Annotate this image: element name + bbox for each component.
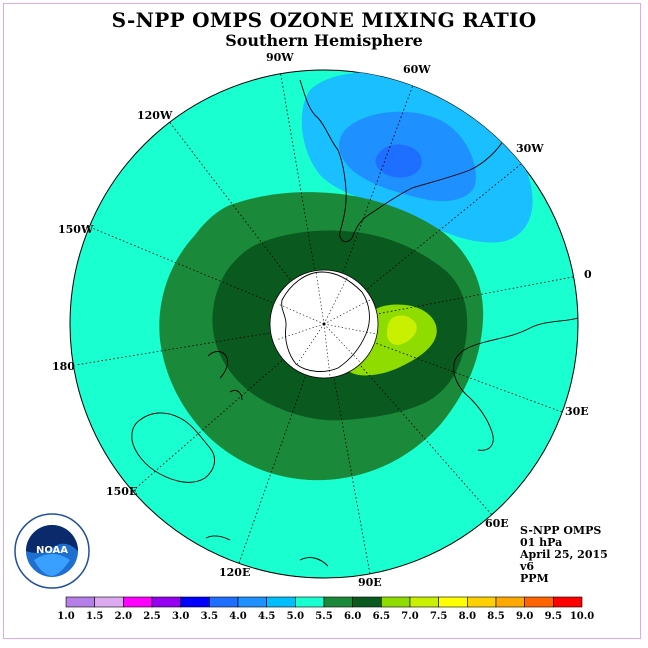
- scale-tick-label: 5.5: [315, 611, 332, 622]
- scale-tick-label: 7.5: [430, 611, 447, 622]
- scale-tick-label: 6.5: [373, 611, 390, 622]
- lon-label-180: 180: [52, 360, 75, 373]
- scale-tick-label: 4.5: [258, 611, 275, 622]
- scale-swatch: [123, 596, 153, 608]
- scale-swatch: [409, 596, 439, 608]
- scale-swatch: [323, 596, 353, 608]
- lon-label-60e: 60E: [485, 517, 509, 530]
- scale-swatch: [151, 596, 181, 608]
- lon-label-30w: 30W: [516, 142, 544, 155]
- lon-label-90e: 90E: [358, 576, 382, 589]
- scale-tick-label: 1.5: [86, 611, 103, 622]
- scale-swatch: [553, 596, 583, 608]
- lon-label-60w: 60W: [403, 63, 431, 76]
- scale-tick-label: 8.0: [459, 611, 476, 622]
- lon-label-120w: 120W: [137, 109, 173, 122]
- scale-tick-label: 8.5: [487, 611, 504, 622]
- scale-tick-label: 5.0: [287, 611, 304, 622]
- ozone-contour-6.5: [387, 315, 417, 345]
- scale-swatch: [180, 596, 210, 608]
- scale-swatch: [266, 596, 296, 608]
- map-title: S-NPP OMPS OZONE MIXING RATIO: [111, 8, 537, 32]
- lon-label-150w: 150W: [58, 223, 94, 236]
- info-date: April 25, 2015: [520, 548, 608, 561]
- scale-tick-label: 1.0: [57, 611, 74, 622]
- noaa-logo: NOAA: [14, 513, 90, 589]
- map-subtitle: Southern Hemisphere: [225, 31, 423, 50]
- scale-tick-label: 3.5: [201, 611, 218, 622]
- info-version: v6: [520, 560, 535, 573]
- scale-swatch: [209, 596, 239, 608]
- color-scale: 1.0 1.5 2.0 2.5 3.0 3.5 4.0 4.5 5.0 5.5 6.0 6.5 7.0 7…: [57, 596, 594, 622]
- noaa-logo-text: NOAA: [36, 545, 68, 556]
- scale-tick-label: 9.5: [545, 611, 562, 622]
- lon-label-120e: 120E: [219, 566, 250, 579]
- scale-tick-label: 4.0: [229, 611, 246, 622]
- scale-tick-label: 9.0: [516, 611, 533, 622]
- lon-label-0: 0: [584, 268, 592, 281]
- scale-swatch: [467, 596, 497, 608]
- scale-tick-label: 3.0: [172, 611, 189, 622]
- scale-swatch: [381, 596, 411, 608]
- scale-tick-label: 2.5: [143, 611, 160, 622]
- scale-swatch: [65, 596, 95, 608]
- scale-swatch: [524, 596, 554, 608]
- scale-swatch: [94, 596, 124, 608]
- lon-label-90w: 90W: [266, 51, 294, 64]
- scale-swatch: [295, 596, 325, 608]
- scale-swatch: [237, 596, 267, 608]
- ozone-contour-3.5: [375, 144, 422, 178]
- scale-tick-label: 10.0: [570, 611, 594, 622]
- antarctica-coast: [281, 271, 370, 372]
- info-instrument: S-NPP OMPS: [520, 524, 602, 537]
- longitude-grid: [75, 70, 578, 575]
- scale-tick-label: 2.0: [115, 611, 132, 622]
- info-units: PPM: [520, 572, 549, 585]
- longitude-labels: 90W 60W 30W 0 30E 60E 90E 120E 150E 180 …: [52, 51, 592, 589]
- scale-tick-label: 7.0: [401, 611, 418, 622]
- pole-spokes: [275, 271, 377, 377]
- info-level: 01 hPa: [520, 536, 563, 549]
- scale-swatch: [352, 596, 382, 608]
- scale-swatch: [438, 596, 468, 608]
- scale-swatch: [495, 596, 525, 608]
- lon-label-30e: 30E: [565, 405, 589, 418]
- lon-label-150e: 150E: [106, 485, 137, 498]
- coastlines: [131, 79, 578, 567]
- plot-frame: [3, 3, 641, 639]
- scale-tick-label: 6.0: [344, 611, 361, 622]
